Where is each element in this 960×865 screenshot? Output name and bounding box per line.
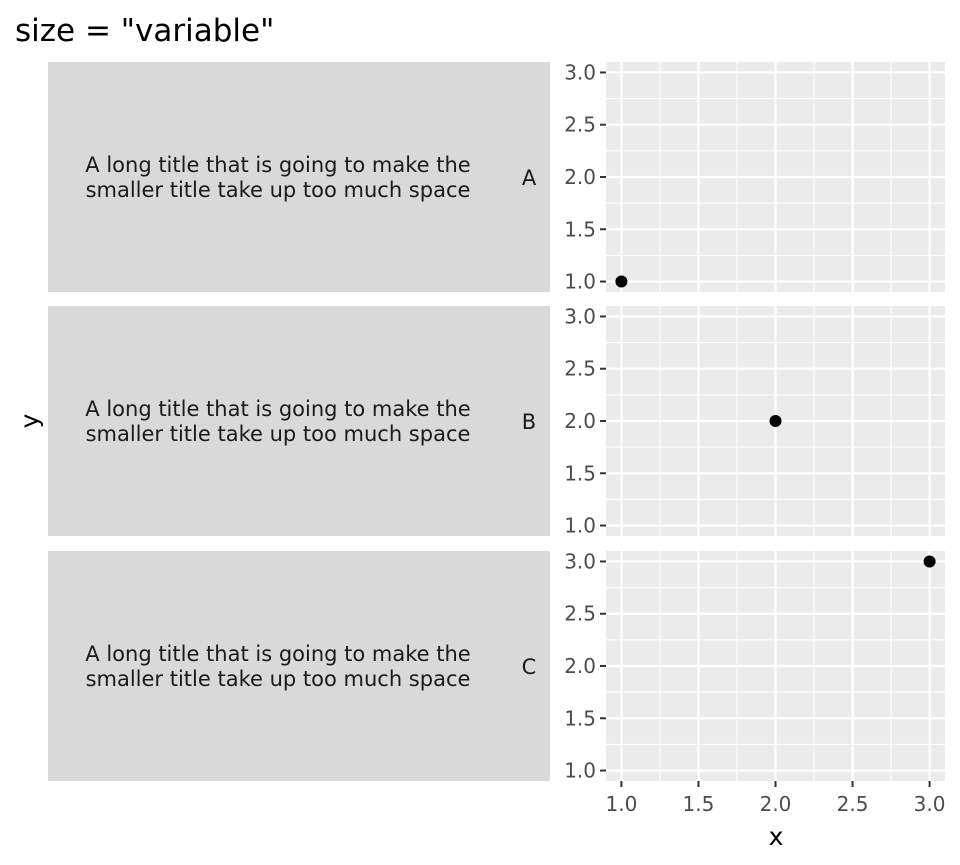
x-tick-label: 1.5 xyxy=(683,792,715,816)
y-tick-label: 3.0 xyxy=(564,60,596,84)
y-tick-label: 2.5 xyxy=(564,602,596,626)
y-tick-label: 1.5 xyxy=(564,217,596,241)
strip-outer-label: A long title that is going to make the sm… xyxy=(85,397,470,446)
y-tick-label: 2.5 xyxy=(564,357,596,381)
strip-inner-label: B xyxy=(522,410,536,434)
y-tick-label: 3.0 xyxy=(564,304,596,328)
y-tick-label: 1.5 xyxy=(564,461,596,485)
strip-outer-label-line: smaller title take up too much space xyxy=(86,422,471,446)
y-tick-label: 2.0 xyxy=(564,165,596,189)
y-tick-label: 1.0 xyxy=(564,514,596,538)
y-axis-title: y xyxy=(15,413,44,428)
x-axis: 1.0 1.5 2.0 2.5 3.0 xyxy=(606,781,946,816)
strip-outer-background xyxy=(48,62,550,292)
strip-outer-label: A long title that is going to make the sm… xyxy=(85,153,470,202)
strip-outer-label-line: A long title that is going to make the xyxy=(85,642,470,666)
strip-outer-label-line: A long title that is going to make the xyxy=(85,397,470,421)
y-tick-label: 2.0 xyxy=(564,409,596,433)
y-tick-label: 1.0 xyxy=(564,759,596,783)
x-tick-label: 3.0 xyxy=(914,792,946,816)
x-tick-label: 2.0 xyxy=(760,792,792,816)
y-tick-label: 1.0 xyxy=(564,270,596,294)
strip-outer-background xyxy=(48,551,550,781)
facet-a: A long title that is going to make the sm… xyxy=(48,60,945,294)
data-point xyxy=(615,275,628,288)
strip-outer-background xyxy=(48,306,550,536)
strip-outer-label: A long title that is going to make the sm… xyxy=(85,642,470,691)
x-tick-label: 1.0 xyxy=(606,792,638,816)
strip-inner-label: A xyxy=(522,166,537,190)
y-tick-label: 2.0 xyxy=(564,654,596,678)
facet-b: A long title that is going to make the sm… xyxy=(48,304,945,538)
y-tick-label: 3.0 xyxy=(564,549,596,573)
facets-layer: A long title that is going to make the sm… xyxy=(48,60,945,783)
strip-outer-label-line: smaller title take up too much space xyxy=(86,178,471,202)
x-tick-label: 2.5 xyxy=(837,792,869,816)
data-point xyxy=(769,415,782,427)
strip-outer-label-line: A long title that is going to make the xyxy=(85,153,470,177)
chart-title: size = "variable" xyxy=(15,13,274,49)
y-tick-label: 1.5 xyxy=(564,706,596,730)
data-point xyxy=(923,555,936,568)
x-axis-title: x xyxy=(769,822,784,851)
facet-c: A long title that is going to make the sm… xyxy=(48,549,945,783)
strip-inner-label: C xyxy=(522,655,537,679)
y-tick-label: 2.5 xyxy=(564,113,596,137)
strip-outer-label-line: smaller title take up too much space xyxy=(86,667,471,691)
